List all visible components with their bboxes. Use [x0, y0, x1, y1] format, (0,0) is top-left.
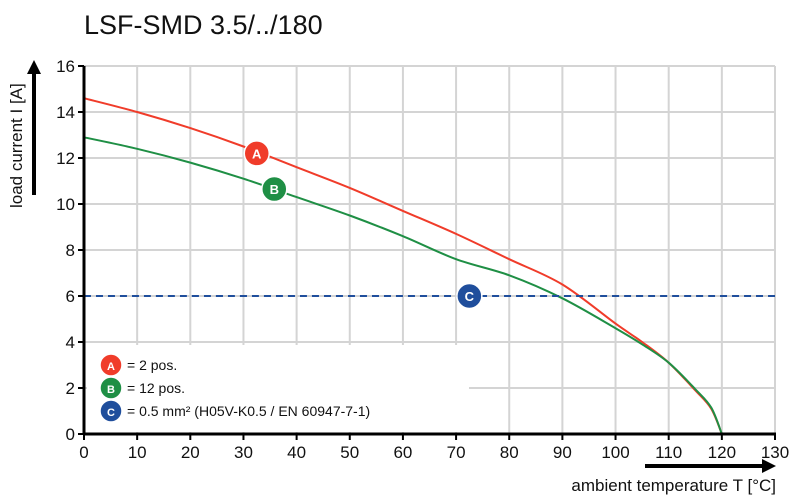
legend-entry-C: = 0.5 mm² (H05V-K0.5 / EN 60947-7-1) — [127, 403, 370, 419]
x-tick-label: 90 — [553, 443, 572, 462]
x-tick-label: 100 — [601, 443, 629, 462]
y-tick-label: 10 — [56, 195, 75, 214]
marker-B — [261, 175, 288, 203]
series-lines — [83, 97, 775, 435]
x-tick-label: 60 — [393, 443, 412, 462]
legend-badge-C-label: C — [107, 407, 115, 419]
x-tick-label: 130 — [761, 443, 789, 462]
grid — [83, 65, 776, 435]
x-axis-arrowhead — [762, 459, 776, 473]
x-tick-label: 50 — [340, 443, 359, 462]
legend-badge-A — [99, 353, 123, 377]
y-axis-arrowhead — [27, 60, 41, 74]
tick-labels: 0 10 20 30 40 50 60 70 80 90 100 110 120 130 0 2 4 6 8 10 12… — [56, 57, 789, 462]
y-axis-label: load current I [A] — [7, 83, 26, 208]
y-tick-label: 16 — [56, 57, 75, 76]
y-tick-label: 14 — [56, 103, 75, 122]
y-tick-label: 4 — [66, 333, 75, 352]
series-line-B — [83, 136, 723, 435]
legend-badge-B — [99, 376, 123, 400]
marker-A-label: A — [252, 146, 262, 161]
marker-A — [243, 140, 270, 167]
x-axis-label: ambient temperature T [°C] — [571, 476, 776, 495]
legend-entry-A: = 2 pos. — [127, 357, 177, 373]
x-tick-label: 20 — [181, 443, 200, 462]
legend-badge-C — [99, 399, 123, 423]
x-tick-label: 10 — [128, 443, 147, 462]
axes — [78, 65, 776, 440]
x-tick-label: 0 — [79, 443, 88, 462]
legend-badge-B-label: B — [107, 384, 115, 396]
marker-C-label: C — [465, 289, 475, 304]
legend: A = 2 pos. B = 12 pos. C = 0.5 mm² (H05V-K0.5… — [99, 353, 370, 423]
x-tick-label: 70 — [447, 443, 466, 462]
y-tick-label: 2 — [66, 379, 75, 398]
y-tick-label: 8 — [66, 241, 75, 260]
legend-background — [87, 345, 469, 432]
x-tick-label: 110 — [655, 443, 682, 462]
y-tick-label: 12 — [56, 149, 75, 168]
series-markers: A B C — [243, 140, 483, 310]
marker-B-label: B — [270, 182, 279, 197]
marker-C — [456, 282, 483, 310]
legend-entry-B: = 12 pos. — [127, 380, 185, 396]
x-tick-label: 120 — [708, 443, 736, 462]
chart-title: LSF-SMD 3.5/../180 — [84, 10, 323, 40]
x-tick-label: 30 — [234, 443, 253, 462]
legend-background — [87, 345, 469, 432]
legend-badge-A-label: A — [107, 361, 115, 373]
y-tick-label: 6 — [66, 287, 75, 306]
x-tick-label: 80 — [500, 443, 519, 462]
y-tick-label: 0 — [66, 425, 75, 444]
x-tick-label: 40 — [287, 443, 306, 462]
